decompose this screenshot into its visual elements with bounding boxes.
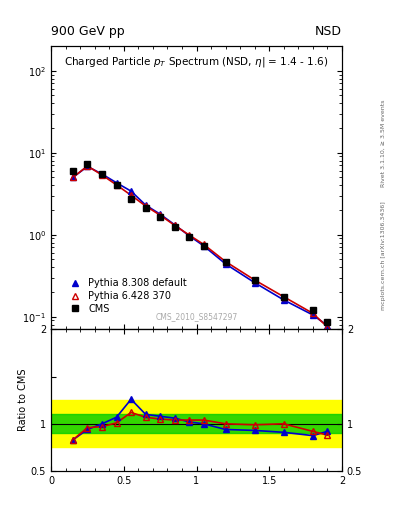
Pythia 6.428 370 [71, 175, 75, 181]
Pythia 8.308 default [158, 211, 163, 217]
Text: Rivet 3.1.10, ≥ 3.5M events: Rivet 3.1.10, ≥ 3.5M events [381, 100, 386, 187]
CMS [114, 182, 119, 188]
Pythia 8.308 default [71, 175, 75, 181]
Pythia 8.308 default [281, 297, 286, 303]
Bar [51, 414, 342, 433]
CMS [100, 171, 105, 177]
CMS [281, 294, 286, 300]
Pythia 6.428 370 [202, 242, 206, 248]
CMS [158, 214, 163, 220]
Text: 900 GeV pp: 900 GeV pp [51, 26, 125, 38]
Pythia 6.428 370 [325, 324, 330, 330]
CMS [223, 259, 228, 265]
Pythia 8.308 default [100, 171, 105, 177]
Pythia 8.308 default [252, 280, 257, 286]
Pythia 6.428 370 [158, 212, 163, 218]
CMS [143, 205, 148, 211]
Pythia 6.428 370 [100, 172, 105, 178]
Pythia 6.428 370 [173, 222, 177, 228]
CMS [173, 224, 177, 230]
Pythia 8.308 default [143, 202, 148, 208]
Pythia 8.308 default [325, 323, 330, 329]
CMS [310, 307, 315, 313]
Y-axis label: Ratio to CMS: Ratio to CMS [18, 369, 28, 432]
Pythia 6.428 370 [310, 310, 315, 316]
Pythia 6.428 370 [281, 294, 286, 300]
Text: NSD: NSD [315, 26, 342, 38]
Pythia 6.428 370 [85, 163, 90, 169]
Text: Charged Particle $p_T$ Spectrum (NSD, $\eta$| = 1.4 - 1.6): Charged Particle $p_T$ Spectrum (NSD, $\… [64, 55, 329, 69]
CMS [129, 196, 134, 202]
Line: Pythia 6.428 370: Pythia 6.428 370 [70, 163, 330, 330]
Text: mcplots.cern.ch [arXiv:1306.3436]: mcplots.cern.ch [arXiv:1306.3436] [381, 202, 386, 310]
Bar [51, 400, 342, 447]
Pythia 8.308 default [187, 233, 192, 239]
Line: Pythia 8.308 default: Pythia 8.308 default [70, 164, 330, 328]
CMS [187, 233, 192, 240]
CMS [71, 168, 75, 174]
Text: CMS_2010_S8547297: CMS_2010_S8547297 [155, 312, 238, 321]
CMS [252, 277, 257, 283]
Pythia 6.428 370 [129, 192, 134, 198]
Pythia 6.428 370 [143, 203, 148, 209]
CMS [85, 161, 90, 167]
Pythia 8.308 default [129, 188, 134, 194]
CMS [325, 319, 330, 326]
Pythia 8.308 default [310, 312, 315, 318]
Legend: Pythia 8.308 default, Pythia 6.428 370, CMS: Pythia 8.308 default, Pythia 6.428 370, … [63, 274, 191, 318]
Pythia 8.308 default [114, 180, 119, 186]
Pythia 6.428 370 [223, 259, 228, 265]
Pythia 8.308 default [85, 163, 90, 169]
Pythia 8.308 default [202, 243, 206, 249]
CMS [202, 243, 206, 249]
Pythia 8.308 default [173, 222, 177, 228]
Pythia 8.308 default [223, 261, 228, 267]
Pythia 6.428 370 [187, 232, 192, 238]
Pythia 6.428 370 [252, 277, 257, 283]
Pythia 6.428 370 [114, 182, 119, 188]
Line: CMS: CMS [70, 162, 330, 325]
